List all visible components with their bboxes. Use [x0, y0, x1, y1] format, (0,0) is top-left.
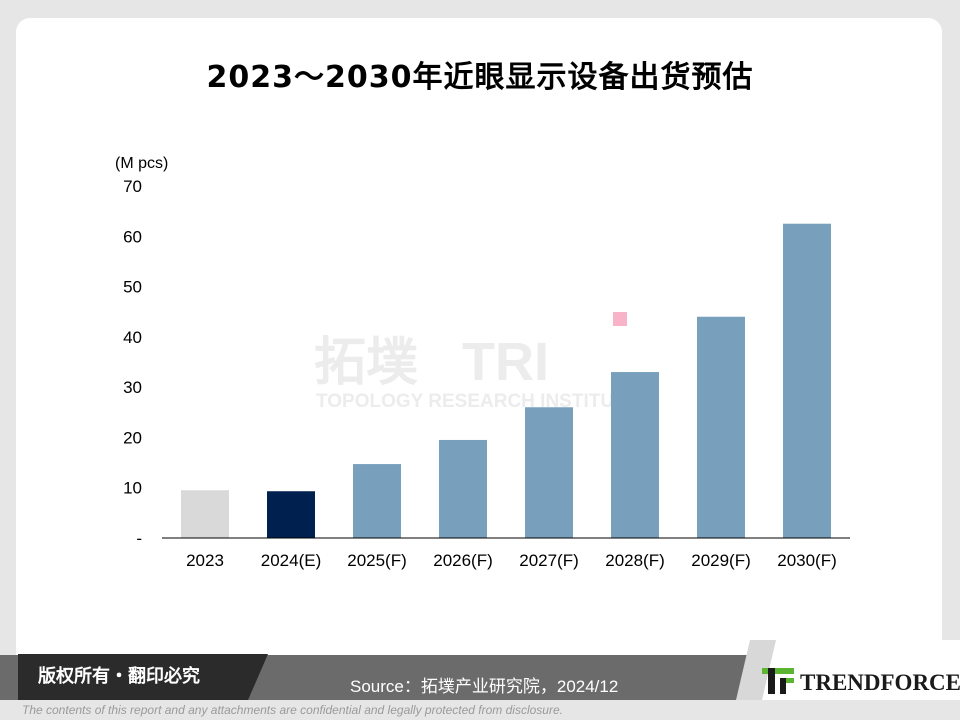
y-tick-label: 50 — [123, 278, 142, 297]
pink-marker — [613, 312, 627, 326]
x-tick-label: 2026(F) — [433, 551, 493, 570]
disclaimer-text: The contents of this report and any atta… — [22, 703, 563, 717]
copyright-label: 版权所有・翻印必究 — [18, 654, 268, 700]
bar-2030(F) — [783, 223, 831, 538]
y-axis-unit-label: (M pcs) — [115, 155, 169, 172]
watermark-tri: TRI — [462, 332, 549, 392]
bar-2025(F) — [353, 464, 401, 538]
watermark-en: TOPOLOGY RESEARCH INSTITUTE — [316, 391, 638, 412]
y-axis: - 10 20 30 40 50 60 70 — [123, 177, 142, 548]
trendforce-logo-text: TRENDFORCE — [800, 670, 960, 695]
x-tick-label: 2029(F) — [691, 551, 751, 570]
x-tick-label: 2023 — [186, 551, 224, 570]
source-label: Source：拓墣产业研究院，2024/12 — [350, 677, 619, 696]
watermark: 拓墣 TRI TOPOLOGY RESEARCH INSTITUTE — [314, 332, 638, 412]
x-tick-label: 2024(E) — [261, 551, 321, 570]
y-tick-label: - — [136, 529, 142, 548]
x-tick-label: 2030(F) — [777, 551, 837, 570]
bar-2027(F) — [525, 407, 573, 538]
y-tick-label: 60 — [123, 227, 142, 246]
y-tick-label: 30 — [123, 378, 142, 397]
chart-title: 2023～2030年近眼显示设备出货预估 — [206, 60, 754, 95]
x-axis: 2023 2024(E) 2025(F) 2026(F) 2027(F) 2028(F) 2… — [186, 551, 837, 570]
bar-2024(E) — [267, 491, 315, 538]
y-tick-label: 10 — [123, 479, 142, 498]
bar-2026(F) — [439, 439, 487, 538]
x-tick-label: 2028(F) — [605, 551, 665, 570]
trendforce-logo-icon — [762, 668, 794, 694]
x-tick-label: 2027(F) — [519, 551, 579, 570]
x-tick-label: 2025(F) — [347, 551, 407, 570]
y-tick-label: 40 — [123, 328, 142, 347]
bars-group — [181, 223, 831, 538]
y-tick-label: 20 — [123, 428, 142, 447]
bar-2028(F) — [611, 372, 659, 538]
watermark-cn: 拓墣 — [314, 333, 418, 393]
y-tick-label: 70 — [123, 177, 142, 196]
bar-2023 — [181, 490, 229, 538]
bar-2029(F) — [697, 316, 745, 538]
